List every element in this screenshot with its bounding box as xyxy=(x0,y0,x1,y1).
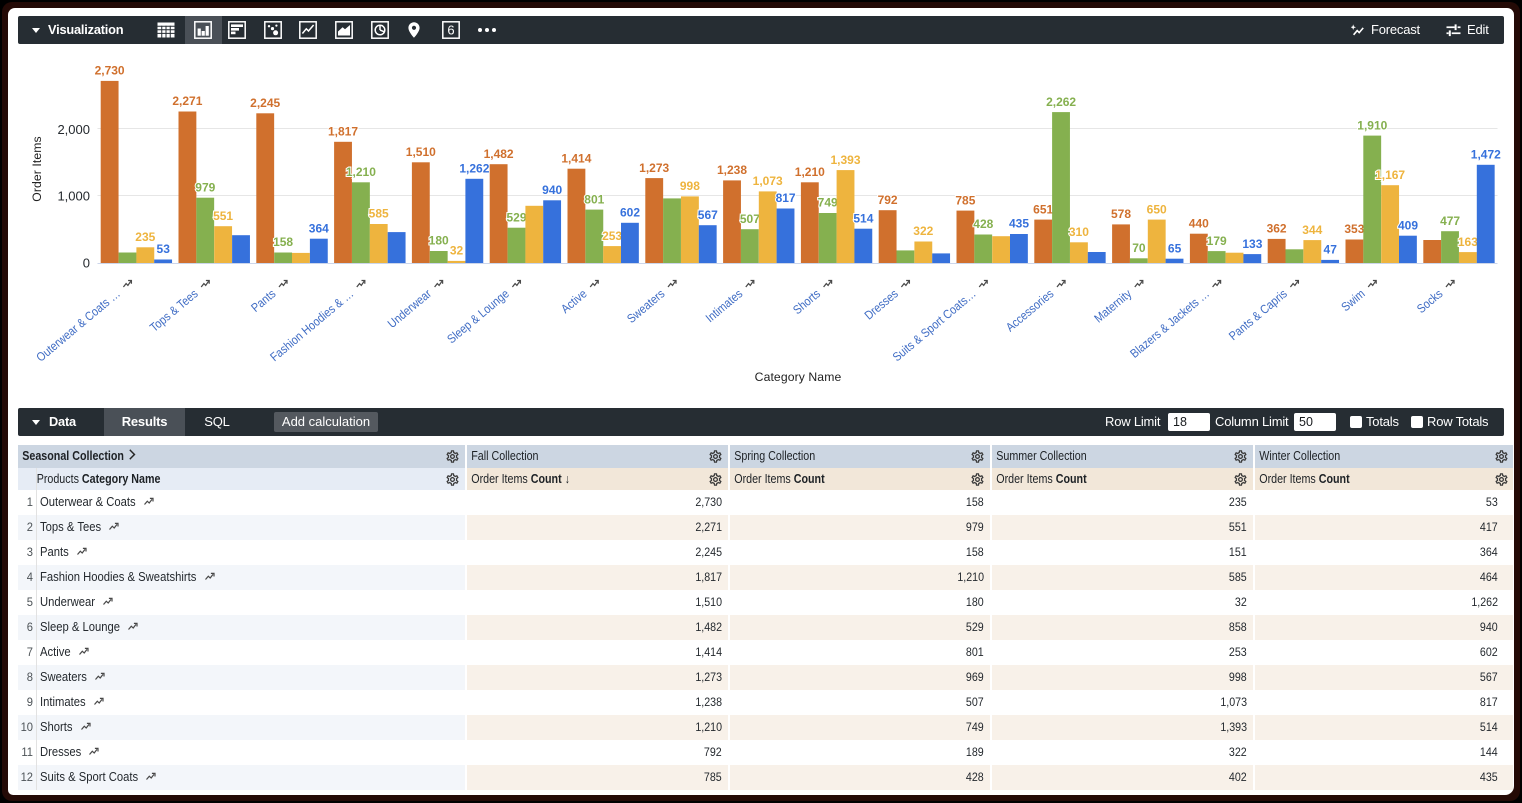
svg-text:749: 749 xyxy=(818,196,838,210)
svg-text:322: 322 xyxy=(913,224,933,238)
svg-text:1,393: 1,393 xyxy=(830,153,860,167)
svg-text:651: 651 xyxy=(1033,202,1053,216)
svg-text:47: 47 xyxy=(1324,243,1338,257)
svg-text:602: 602 xyxy=(620,206,640,220)
svg-text:0: 0 xyxy=(83,255,90,270)
svg-text:428: 428 xyxy=(973,217,993,231)
svg-text:2,271: 2,271 xyxy=(172,94,202,108)
svg-text:507: 507 xyxy=(740,212,760,226)
svg-text:409: 409 xyxy=(1398,218,1418,232)
svg-text:1,273: 1,273 xyxy=(639,161,669,175)
svg-text:2,730: 2,730 xyxy=(95,64,125,78)
svg-text:Outerwear & Coats …: Outerwear & Coats … xyxy=(34,287,123,365)
svg-text:180: 180 xyxy=(429,234,449,248)
svg-text:1,482: 1,482 xyxy=(484,147,514,161)
svg-text:1,414: 1,414 xyxy=(561,151,591,165)
svg-text:Maternity: Maternity xyxy=(1092,286,1135,325)
svg-text:650: 650 xyxy=(1147,202,1167,216)
svg-text:529: 529 xyxy=(506,210,526,224)
svg-text:163: 163 xyxy=(1458,235,1478,249)
svg-text:158: 158 xyxy=(273,235,293,249)
svg-text:70: 70 xyxy=(1132,241,1146,255)
svg-text:Fashion Hoodies & …: Fashion Hoodies & … xyxy=(267,287,356,365)
svg-text:785: 785 xyxy=(955,193,975,207)
svg-text:551: 551 xyxy=(213,209,233,223)
svg-text:1,262: 1,262 xyxy=(459,162,489,176)
svg-text:253: 253 xyxy=(602,229,622,243)
svg-text:Pants & Capris: Pants & Capris xyxy=(1226,287,1290,344)
svg-text:179: 179 xyxy=(1207,234,1227,248)
svg-text:53: 53 xyxy=(157,242,171,256)
svg-text:Intimates: Intimates xyxy=(703,287,745,326)
svg-text:Socks: Socks xyxy=(1414,287,1445,316)
svg-text:1,510: 1,510 xyxy=(406,145,436,159)
svg-text:1,910: 1,910 xyxy=(1357,118,1387,132)
svg-text:2,262: 2,262 xyxy=(1046,95,1076,109)
svg-text:1,817: 1,817 xyxy=(328,125,358,139)
svg-text:514: 514 xyxy=(853,211,873,225)
svg-text:362: 362 xyxy=(1267,222,1287,236)
svg-text:Blazers & Jackets …: Blazers & Jackets … xyxy=(1127,287,1212,361)
svg-text:435: 435 xyxy=(1009,217,1029,231)
svg-text:133: 133 xyxy=(1242,237,1262,251)
svg-text:792: 792 xyxy=(878,193,898,207)
svg-text:Active: Active xyxy=(558,286,589,316)
svg-text:Swim: Swim xyxy=(1339,287,1368,315)
svg-text:440: 440 xyxy=(1189,216,1209,230)
svg-text:578: 578 xyxy=(1111,207,1131,221)
svg-text:940: 940 xyxy=(542,183,562,197)
svg-text:310: 310 xyxy=(1069,225,1089,239)
svg-text:567: 567 xyxy=(698,208,718,222)
svg-text:1,167: 1,167 xyxy=(1375,168,1405,182)
svg-text:344: 344 xyxy=(1302,223,1322,237)
svg-text:477: 477 xyxy=(1440,214,1460,228)
svg-text:801: 801 xyxy=(584,192,604,206)
svg-text:65: 65 xyxy=(1168,241,1182,255)
svg-text:979: 979 xyxy=(195,180,215,194)
svg-text:Shorts: Shorts xyxy=(790,287,823,318)
svg-text:817: 817 xyxy=(776,191,796,205)
svg-text:Suits & Sport Coats…: Suits & Sport Coats… xyxy=(890,287,979,365)
svg-text:Underwear: Underwear xyxy=(385,287,434,331)
svg-text:1,238: 1,238 xyxy=(717,163,747,177)
svg-text:998: 998 xyxy=(680,179,700,193)
svg-text:Category Name: Category Name xyxy=(755,370,842,384)
svg-text:1,472: 1,472 xyxy=(1471,148,1501,162)
svg-text:Accessories: Accessories xyxy=(1003,287,1056,335)
svg-text:Sweaters: Sweaters xyxy=(624,287,667,326)
svg-text:Sleep & Lounge: Sleep & Lounge xyxy=(444,286,511,346)
svg-text:6: 6 xyxy=(447,23,454,38)
svg-text:2,245: 2,245 xyxy=(250,96,280,110)
svg-text:235: 235 xyxy=(135,230,155,244)
svg-text:Order Items: Order Items xyxy=(30,136,44,201)
svg-text:1,073: 1,073 xyxy=(753,174,783,188)
svg-text:1,210: 1,210 xyxy=(795,165,825,179)
svg-text:Pants: Pants xyxy=(248,287,278,315)
svg-text:Dresses: Dresses xyxy=(862,287,901,323)
svg-text:Tops & Tees: Tops & Tees xyxy=(147,287,201,335)
svg-text:32: 32 xyxy=(450,244,464,258)
svg-text:353: 353 xyxy=(1344,222,1364,236)
svg-text:585: 585 xyxy=(369,207,389,221)
svg-text:1,000: 1,000 xyxy=(57,189,90,204)
svg-text:1,210: 1,210 xyxy=(346,165,376,179)
svg-text:364: 364 xyxy=(309,221,329,235)
svg-text:2,000: 2,000 xyxy=(57,122,90,137)
